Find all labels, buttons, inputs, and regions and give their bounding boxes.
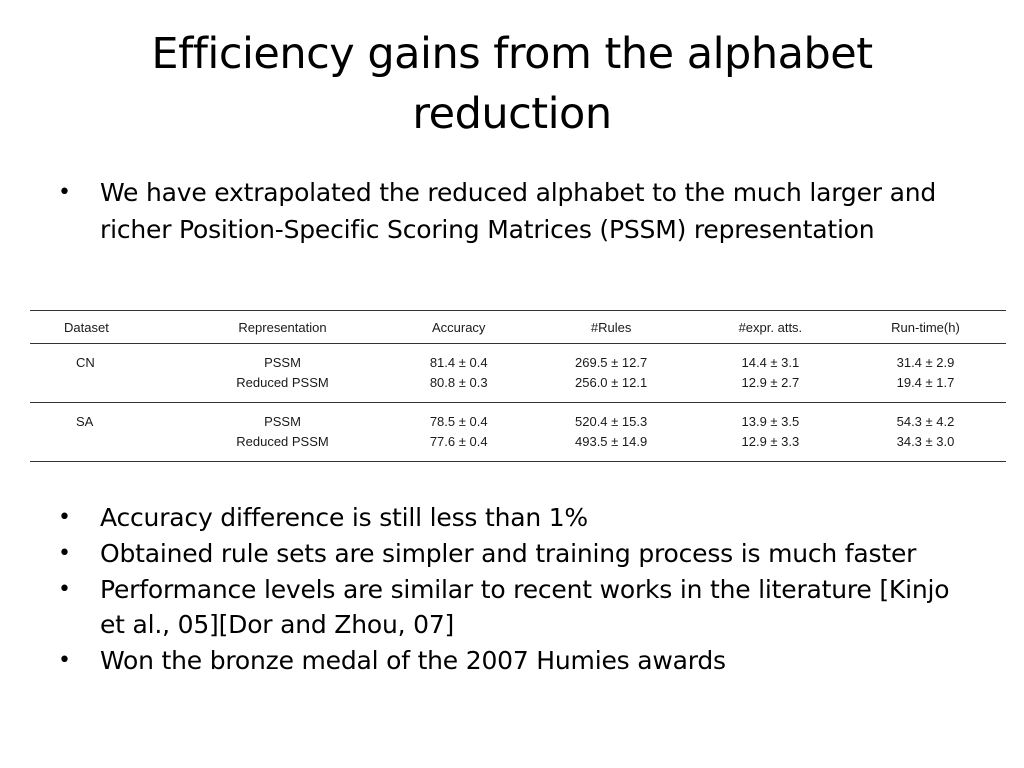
bullet-text: Obtained rule sets are simpler and train… [100, 539, 917, 568]
header-runtime: Run-time(h) [891, 319, 960, 335]
dataset-cell [30, 372, 174, 403]
bullet-dot-icon: • [58, 648, 71, 673]
representation-cell: Reduced PSSM [236, 374, 329, 390]
accuracy-cell: 78.5 ± 0.4 [429, 413, 488, 429]
accuracy-cell: 80.8 ± 0.3 [429, 374, 488, 390]
expr-atts-cell: 12.9 ± 2.7 [741, 374, 800, 390]
expr-atts-cell: 13.9 ± 3.5 [741, 413, 800, 429]
rules-cell: 269.5 ± 12.7 [575, 354, 648, 370]
runtime-cell: 19.4 ± 1.7 [896, 374, 955, 390]
runtime-cell: 31.4 ± 2.9 [896, 354, 955, 370]
representation-cell: Reduced PSSM [236, 433, 329, 449]
expr-atts-cell: 14.4 ± 3.1 [741, 354, 800, 370]
representation-cell: PSSM [264, 413, 301, 429]
slide-title: Efficiency gains from the alphabet reduc… [151, 29, 873, 139]
intro-bullet-list: • We have extrapolated the reduced alpha… [58, 174, 958, 248]
header-rules: #Rules [590, 319, 632, 335]
bullet-text: We have extrapolated the reduced alphabe… [100, 178, 937, 244]
bullet-text: Won the bronze medal of the 2007 Humies … [100, 646, 726, 675]
table-row: CN PSSM 81.4 ± 0.4 269.5 ± 12.7 14.4 ± 3… [30, 344, 1006, 373]
header-dataset: Dataset [64, 319, 109, 335]
bullet-item: • Won the bronze medal of the 2007 Humie… [58, 643, 958, 678]
runtime-cell: 34.3 ± 3.0 [896, 433, 955, 449]
bullet-dot-icon: • [58, 577, 71, 602]
table-header-row: Dataset Representation Accuracy #Rules #… [30, 310, 1006, 344]
bullet-item: • Accuracy difference is still less than… [58, 500, 958, 535]
dataset-cell [30, 431, 174, 462]
table-row: SA PSSM 78.5 ± 0.4 520.4 ± 15.3 13.9 ± 3… [30, 403, 1006, 432]
rules-cell: 256.0 ± 12.1 [575, 374, 648, 390]
header-accuracy: Accuracy [431, 319, 486, 335]
bullet-dot-icon: • [58, 180, 71, 205]
representation-cell: PSSM [264, 354, 301, 370]
bullet-item: • Obtained rule sets are simpler and tra… [58, 536, 958, 571]
findings-bullet-list: • Accuracy difference is still less than… [58, 500, 958, 679]
bullet-dot-icon: • [58, 505, 71, 530]
rules-cell: 520.4 ± 15.3 [575, 413, 648, 429]
bullet-dot-icon: • [58, 541, 71, 566]
dataset-cell: SA [76, 413, 94, 429]
header-representation: Representation [238, 319, 327, 335]
table-row: Reduced PSSM 80.8 ± 0.3 256.0 ± 12.1 12.… [30, 372, 1006, 403]
header-expr-atts: #expr. atts. [738, 319, 803, 335]
runtime-cell: 54.3 ± 4.2 [896, 413, 955, 429]
bullet-text: Accuracy difference is still less than 1… [100, 503, 588, 532]
results-table: Dataset Representation Accuracy #Rules #… [30, 310, 1006, 462]
bullet-item: • We have extrapolated the reduced alpha… [58, 174, 958, 248]
bullet-item: • Performance levels are similar to rece… [58, 572, 958, 642]
table-row: Reduced PSSM 77.6 ± 0.4 493.5 ± 14.9 12.… [30, 431, 1006, 462]
accuracy-cell: 77.6 ± 0.4 [429, 433, 488, 449]
dataset-cell: CN [76, 354, 95, 370]
accuracy-cell: 81.4 ± 0.4 [429, 354, 488, 370]
expr-atts-cell: 12.9 ± 3.3 [741, 433, 800, 449]
rules-cell: 493.5 ± 14.9 [575, 433, 648, 449]
bullet-text: Performance levels are similar to recent… [100, 575, 950, 639]
